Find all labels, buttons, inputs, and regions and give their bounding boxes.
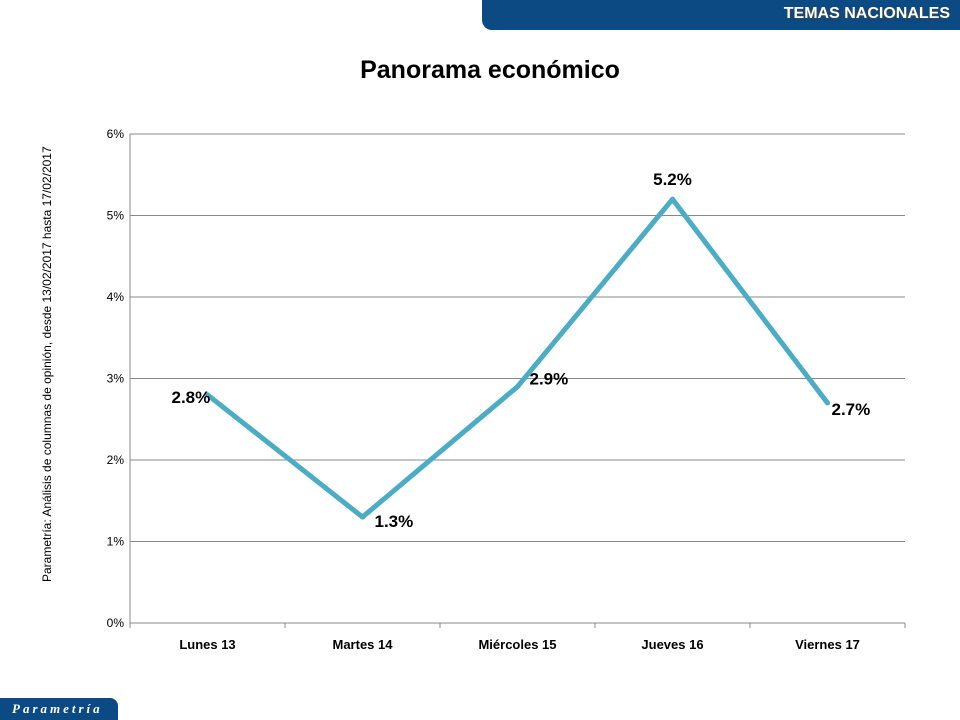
y-tick-label: 0% (107, 616, 125, 630)
data-point (515, 384, 520, 390)
y-tick-label: 4% (107, 290, 125, 304)
x-tick-label: Miércoles 15 (478, 637, 556, 652)
data-point (205, 392, 210, 398)
chart-title: Panorama económico (360, 56, 620, 84)
series-line (205, 196, 830, 520)
x-tick-label: Martes 14 (333, 637, 394, 652)
section-title: TEMAS NACIONALES (783, 5, 950, 22)
data-label: 5.2% (653, 170, 692, 189)
x-tick-label: Lunes 13 (179, 637, 235, 652)
y-tick-label: 1% (107, 535, 125, 549)
y-tick-label: 6% (107, 127, 125, 141)
y-tick-label: 2% (107, 453, 125, 467)
y-tick-label: 3% (107, 372, 125, 386)
data-label: 2.7% (832, 400, 871, 419)
y-tick-label: 5% (107, 209, 125, 223)
data-label: 2.9% (530, 370, 569, 389)
brand-logo: Parametría (0, 698, 118, 720)
data-point (825, 400, 830, 406)
data-point (360, 514, 365, 520)
data-point (670, 196, 675, 202)
x-tick-label: Jueves 16 (641, 637, 703, 652)
data-label: 1.3% (375, 512, 414, 531)
x-tick-label: Viernes 17 (795, 637, 860, 652)
section-header: TEMAS NACIONALES (482, 0, 960, 30)
data-label: 2.8% (172, 388, 211, 407)
